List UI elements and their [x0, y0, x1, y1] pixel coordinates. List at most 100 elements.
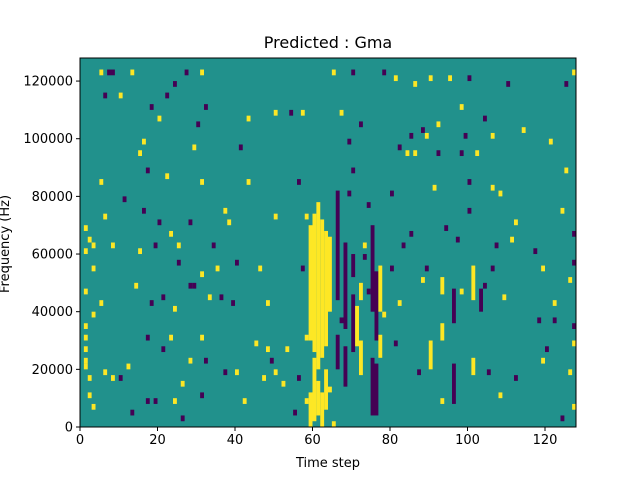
- x-axis-label: Time step: [295, 456, 360, 471]
- heatmap-band: [328, 236, 332, 312]
- heatmap-cell: [436, 150, 441, 157]
- heatmap-cell: [246, 179, 251, 185]
- heatmap-cell: [560, 207, 565, 214]
- heatmap-cell: [169, 334, 173, 341]
- heatmap-cell: [572, 340, 576, 347]
- heatmap-cell: [572, 323, 576, 329]
- heatmap-cell: [153, 242, 158, 249]
- heatmap-cell: [490, 132, 495, 139]
- heatmap-cell: [362, 242, 367, 249]
- heatmap-cell: [413, 150, 418, 157]
- heatmap-band: [343, 346, 348, 387]
- heatmap-cell: [188, 219, 193, 226]
- heatmap-cell: [459, 104, 464, 110]
- heatmap-cell: [180, 380, 185, 387]
- heatmap-cell: [502, 294, 507, 301]
- heatmap-cell: [393, 75, 398, 82]
- heatmap-cell: [304, 334, 309, 341]
- heatmap-cell: [545, 346, 549, 353]
- heatmap-cell: [204, 357, 208, 364]
- heatmap-band: [471, 357, 476, 376]
- heatmap-band: [440, 323, 445, 341]
- chart-title: Predicted : Gma: [264, 33, 392, 52]
- heatmap-cell: [91, 242, 96, 249]
- heatmap-cell: [506, 81, 511, 87]
- heatmap-cell: [176, 259, 181, 266]
- heatmap-band: [312, 213, 317, 353]
- heatmap-cell: [83, 363, 88, 370]
- heatmap-cell: [83, 346, 88, 353]
- heatmap-band: [370, 225, 375, 312]
- x-tick-label: 40: [227, 433, 244, 448]
- heatmap-band: [308, 392, 313, 427]
- heatmap-cell: [273, 213, 278, 220]
- heatmap-cell: [293, 409, 297, 416]
- heatmap-cell: [339, 317, 344, 324]
- heatmap-cell: [467, 75, 472, 82]
- heatmap-band: [316, 380, 321, 416]
- heatmap-cell: [83, 248, 88, 255]
- heatmap-band: [374, 363, 379, 416]
- heatmap-cell: [161, 346, 166, 353]
- heatmap-cell: [397, 300, 402, 306]
- heatmap-cell: [180, 415, 185, 422]
- heatmap-band: [374, 271, 379, 341]
- x-tick-label: 120: [533, 433, 558, 448]
- heatmap-cell: [421, 277, 425, 283]
- heatmap-cell: [366, 288, 371, 295]
- heatmap-cell: [266, 300, 270, 306]
- y-axis: 0 20000 40000 60000 80000 100000 120000: [23, 75, 80, 436]
- heatmap-cell: [514, 219, 518, 226]
- heatmap-cell: [91, 265, 96, 272]
- heatmap-band: [316, 202, 321, 370]
- heatmap-band: [351, 294, 356, 353]
- heatmap-cell: [103, 92, 108, 99]
- heatmap-cell: [200, 271, 204, 278]
- heatmap-cell: [533, 248, 538, 255]
- heatmap-cell: [176, 242, 181, 249]
- heatmap-cell: [483, 115, 487, 122]
- heatmap-band: [355, 305, 359, 347]
- heatmap-cell: [572, 69, 576, 76]
- heatmap-cell: [83, 225, 88, 231]
- heatmap-band: [359, 282, 363, 301]
- plot-area: [79, 57, 577, 428]
- heatmap-cell: [347, 138, 352, 145]
- heatmap-cell: [153, 398, 158, 404]
- heatmap-cell: [572, 230, 576, 237]
- heatmap-cell: [347, 190, 352, 197]
- heatmap-cell: [142, 138, 146, 145]
- heatmap-cell: [103, 369, 108, 376]
- heatmap-cell: [246, 115, 251, 122]
- heatmap-cell: [393, 340, 398, 347]
- heatmap-cell: [145, 167, 150, 174]
- heatmap-band: [328, 386, 332, 393]
- heatmap-cell: [444, 225, 449, 231]
- heatmap-cell: [138, 150, 142, 157]
- heatmap-cell: [242, 398, 247, 404]
- heatmap-cell: [455, 236, 460, 243]
- heatmap-cell: [409, 132, 414, 139]
- heatmap-cell: [111, 375, 115, 381]
- heatmap-cell: [231, 300, 235, 306]
- heatmap-cell: [424, 265, 429, 272]
- heatmap-cell: [351, 69, 356, 76]
- heatmap-band: [308, 225, 313, 341]
- heatmap-band: [312, 357, 317, 422]
- heatmap-band: [479, 288, 483, 312]
- y-tick-label: 20000: [32, 363, 73, 378]
- heatmap-cell: [103, 213, 108, 220]
- heatmap-cell: [173, 81, 177, 87]
- heatmap-cell: [459, 150, 464, 157]
- heatmap-band: [335, 190, 340, 301]
- heatmap-band: [343, 242, 348, 329]
- heatmap-cell: [188, 357, 193, 364]
- heatmap-cell: [300, 265, 305, 272]
- heatmap-cell: [494, 242, 499, 249]
- heatmap-cell: [572, 259, 576, 266]
- heatmap-cell: [417, 369, 421, 376]
- heatmap-cell: [266, 346, 270, 353]
- heatmap-cell: [289, 109, 294, 116]
- heatmap-cell: [262, 375, 266, 381]
